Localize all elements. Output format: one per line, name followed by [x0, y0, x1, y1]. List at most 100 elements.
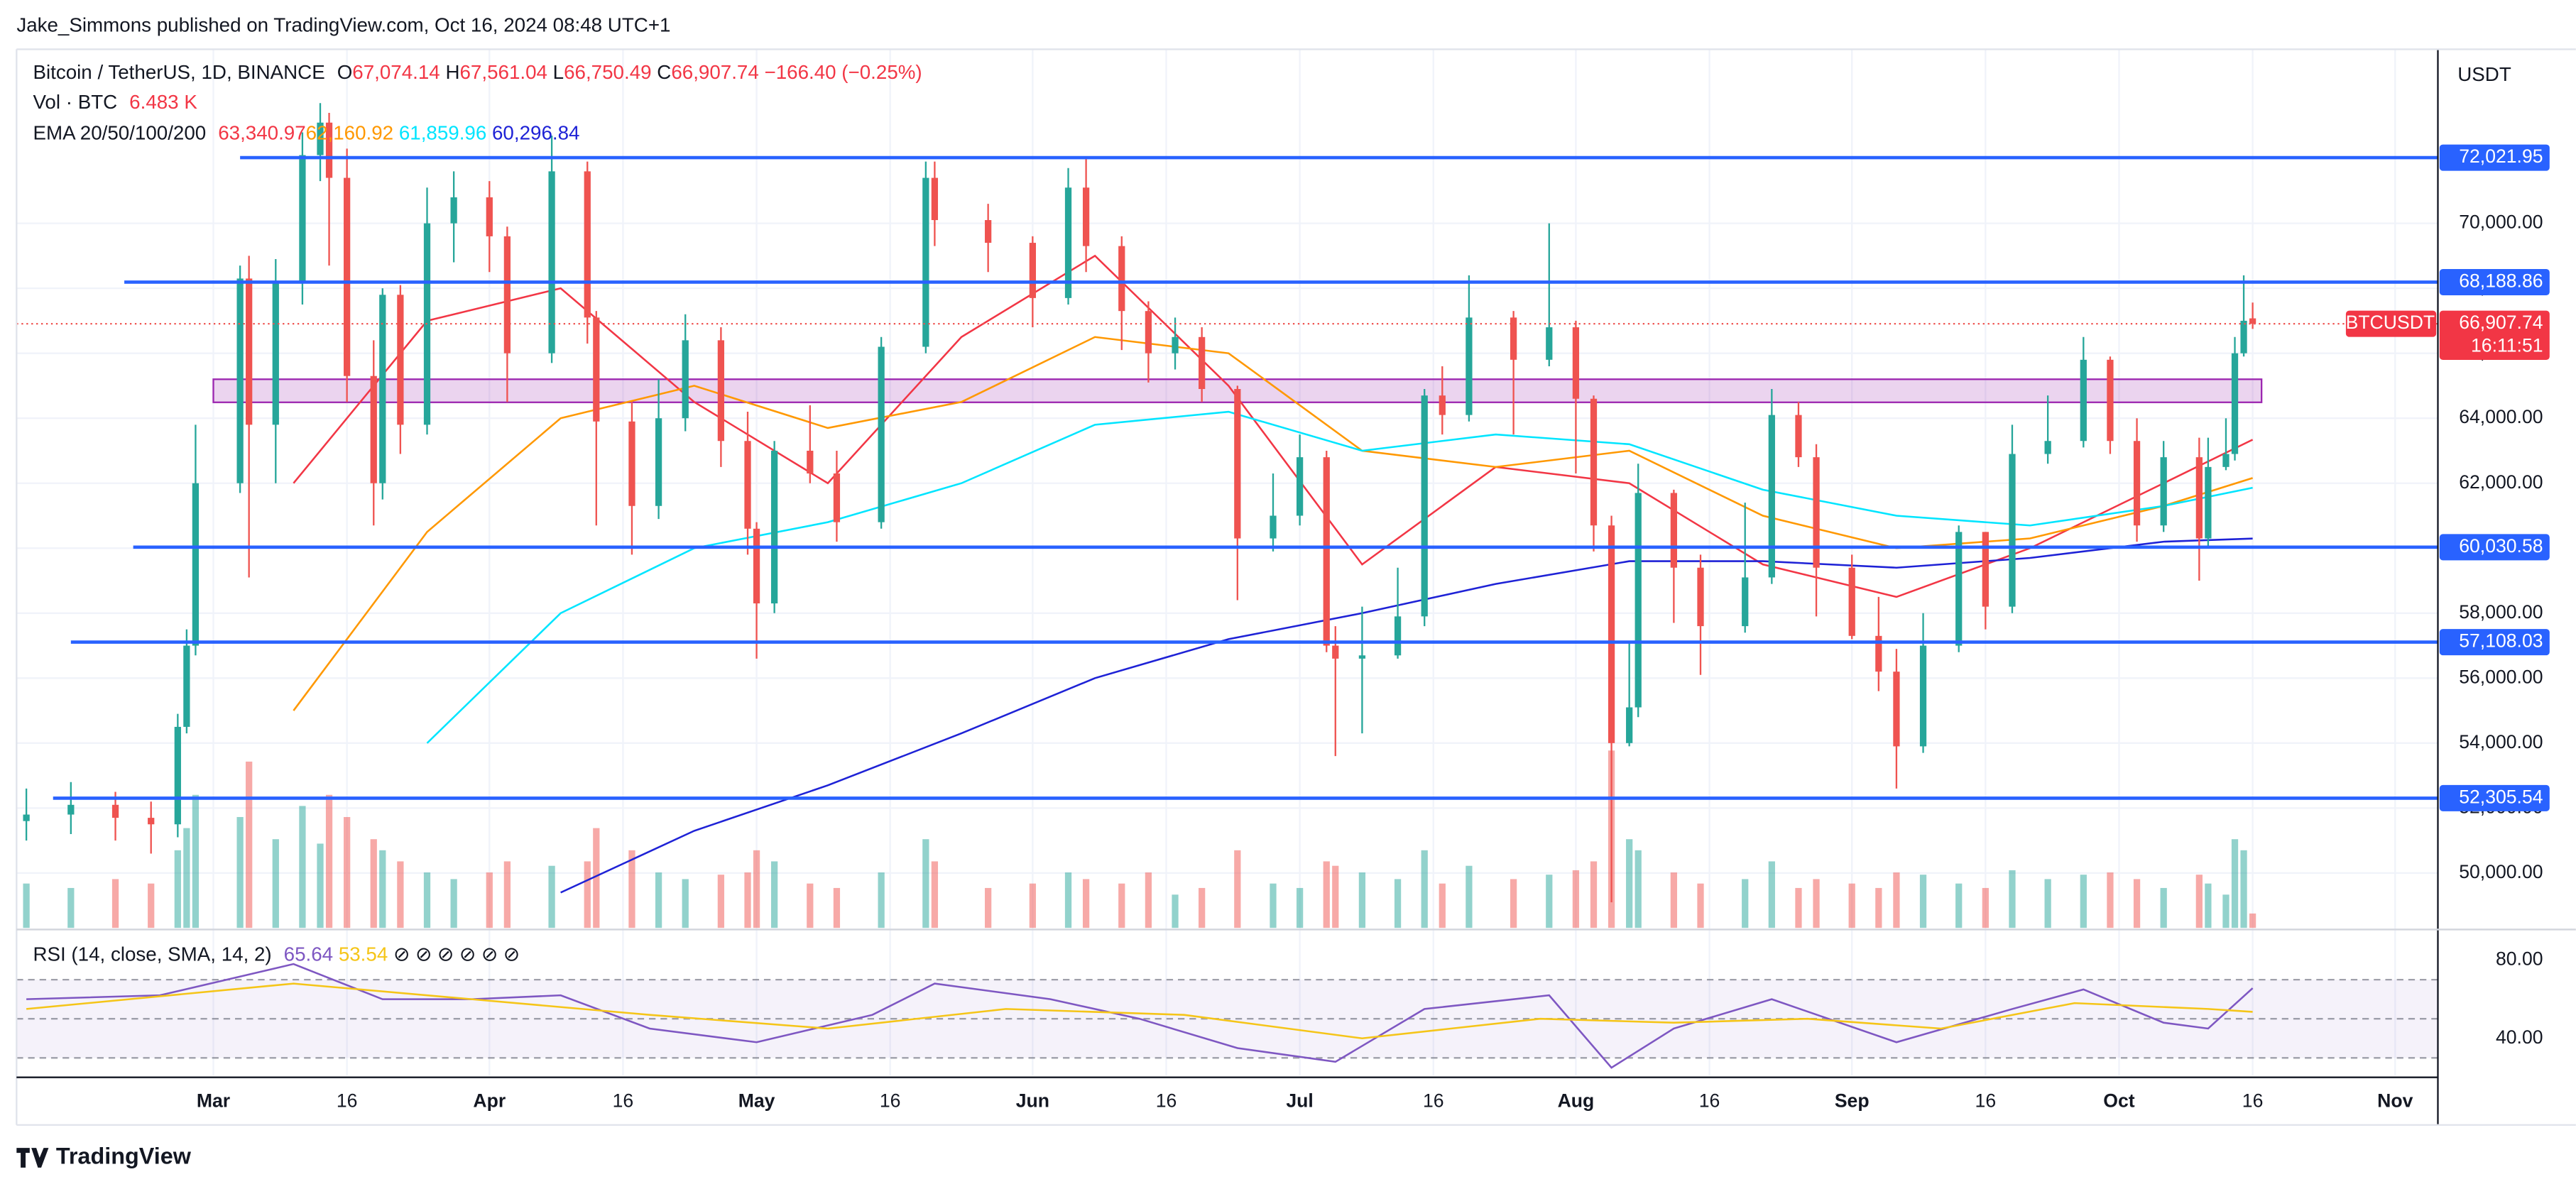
candle-body — [1332, 645, 1339, 659]
level-label: 60,030.58 — [2459, 535, 2543, 557]
volume-bar — [183, 828, 190, 928]
volume-bar — [423, 872, 431, 928]
volume-bar — [370, 839, 377, 928]
candle-body — [2231, 353, 2239, 454]
candle-body — [1982, 532, 1989, 607]
y-tick-label: 62,000.00 — [2459, 471, 2543, 493]
candle-body — [1082, 187, 1090, 246]
volume-bar — [878, 872, 885, 928]
footer-brand: TradingView — [56, 1144, 192, 1169]
volume-bar — [2044, 879, 2051, 928]
volume-bar — [1234, 850, 1241, 928]
volume-bar — [1982, 887, 1989, 928]
candle-body — [1590, 398, 1598, 526]
candle-body — [931, 177, 939, 221]
volume-bar — [1332, 865, 1339, 928]
candle-body — [299, 155, 306, 282]
candle-body — [1546, 327, 1553, 360]
candle-body — [1394, 616, 1402, 656]
candle-body — [2133, 441, 2141, 526]
candle-body — [183, 645, 190, 727]
volume-bar — [1590, 861, 1598, 928]
candle-body — [1608, 525, 1615, 743]
candle-body — [2205, 466, 2212, 539]
ema-line — [293, 336, 2253, 711]
candle-body — [344, 177, 351, 376]
candle-body — [2195, 457, 2203, 539]
candle-body — [23, 814, 30, 821]
y-tick-label: 58,000.00 — [2459, 601, 2543, 623]
volume-bar — [922, 839, 929, 928]
candle-body — [1296, 457, 1304, 516]
volume-bar — [2009, 870, 2016, 928]
x-tick-label: 16 — [1975, 1090, 1997, 1111]
volume-bar — [450, 879, 457, 928]
candle-body — [1199, 336, 1206, 390]
volume-bar — [379, 850, 386, 928]
ema-label: EMA 20/50/100/200 — [33, 122, 206, 144]
volume-bar — [272, 839, 279, 928]
candle-body — [2160, 457, 2167, 526]
volume-bar — [1358, 872, 1366, 928]
y-tick-label: 54,000.00 — [2459, 731, 2543, 752]
candle-body — [1670, 493, 1678, 568]
volume-value: 6.483 K — [129, 91, 197, 113]
x-tick-label: 16 — [2242, 1090, 2264, 1111]
volume-bar — [325, 794, 333, 928]
volume-bar — [1270, 883, 1277, 928]
level-label-box — [2439, 784, 2550, 811]
candle-body — [1795, 415, 1802, 458]
candle-body — [1270, 515, 1277, 539]
candle-body — [325, 122, 333, 178]
candle-body — [2107, 359, 2114, 442]
y-tick-label: 56,000.00 — [2459, 666, 2543, 687]
candle-body — [655, 418, 662, 506]
rsi-sma-value: 53.54 — [339, 943, 388, 965]
ema-line — [426, 410, 2253, 744]
publisher-header: Jake_Simmons published on TradingView.co… — [16, 13, 670, 35]
volume-bar — [1394, 879, 1402, 928]
ohlc-value: 67,561.04 — [460, 61, 547, 83]
rsi-line — [26, 982, 2253, 1040]
candle-body — [548, 171, 555, 354]
volume-bar — [744, 872, 751, 928]
candle-body — [628, 421, 635, 506]
candle-body — [584, 171, 591, 318]
volume-bar — [1118, 883, 1125, 928]
ema-value: 63,340.97 — [218, 122, 305, 144]
candle-body — [1697, 567, 1704, 627]
ohlc-key: H — [445, 61, 459, 83]
candle-body — [2240, 320, 2247, 354]
candle-body — [878, 346, 885, 522]
x-tick-label: 16 — [337, 1090, 358, 1111]
logo — [16, 1148, 49, 1168]
x-tick-label: Jul — [1286, 1090, 1313, 1111]
candle-body — [1875, 635, 1882, 672]
candle-body — [1323, 457, 1330, 646]
volume-bar — [1670, 872, 1678, 928]
volume-bar — [111, 879, 119, 928]
candle-body — [1439, 395, 1446, 415]
volume-bar — [682, 879, 689, 928]
legend-ohlc: Bitcoin / TetherUS, 1D, BINANCE O67,074.… — [33, 61, 922, 83]
candle-body — [1919, 645, 1927, 747]
ema-value: 62,160.92 — [306, 122, 393, 144]
volume-bar — [299, 806, 306, 928]
candle-body — [379, 295, 386, 483]
volume-bar — [1145, 872, 1152, 928]
candle-body — [753, 528, 760, 604]
candle-body — [370, 376, 377, 483]
level-label-box — [2439, 629, 2550, 656]
volume-bar — [486, 872, 493, 928]
rsi-value: 65.64 — [284, 943, 333, 965]
x-tick-label: Oct — [2103, 1090, 2134, 1111]
candle-body — [1848, 567, 1855, 636]
volume-bar — [985, 887, 992, 928]
x-tick-label: 16 — [1156, 1090, 1177, 1111]
candle-body — [1145, 311, 1152, 354]
candle-body — [2222, 454, 2230, 467]
volume-bar — [236, 816, 244, 928]
volume-bar — [1634, 850, 1642, 928]
volume-bar — [1296, 887, 1304, 928]
